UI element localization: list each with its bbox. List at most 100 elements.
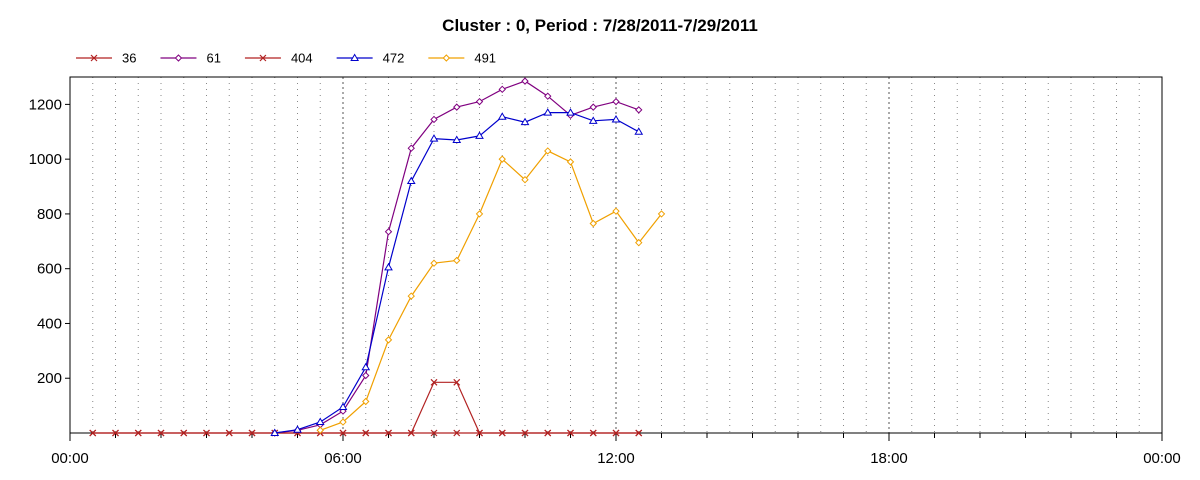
data-point-diamond-marker — [475, 210, 484, 218]
data-point-triangle-marker — [588, 116, 598, 124]
data-point-diamond-marker — [589, 219, 597, 228]
data-point-triangle-marker — [361, 362, 371, 371]
legend-label: 491 — [474, 51, 496, 66]
data-point-x-marker — [180, 429, 188, 437]
data-point-diamond-marker — [612, 97, 620, 106]
data-point-x-marker — [362, 429, 370, 437]
data-point-diamond-marker — [498, 85, 506, 94]
data-point-x-marker — [544, 429, 552, 437]
data-point-diamond-marker — [407, 292, 415, 300]
data-point-x-marker — [567, 429, 574, 437]
series-line — [274, 111, 640, 434]
data-point-x-marker — [385, 429, 392, 437]
data-point-diamond-marker — [384, 228, 393, 236]
data-point-x-marker — [476, 429, 483, 437]
x-tick-label: 06:00 — [324, 450, 362, 467]
x-tick-label: 18:00 — [870, 450, 908, 467]
chart-title: Cluster : 0, Period : 7/28/2011-7/29/201… — [442, 16, 758, 35]
data-point-diamond-marker — [362, 397, 370, 406]
data-point-diamond-marker — [498, 155, 506, 163]
legend: 36 61 404 472 491 — [76, 51, 496, 66]
x-tick-label: 12:00 — [597, 450, 635, 467]
legend-label: 472 — [383, 51, 405, 66]
axes: 00:00 06:00 12:00 18:00 00:00 200 400 600 800 100… — [29, 96, 1181, 467]
data-point-triangle-marker — [634, 127, 644, 135]
data-point-x-marker — [203, 429, 210, 437]
data-point-x-marker — [407, 429, 415, 437]
data-point-diamond-marker — [174, 54, 183, 62]
data-point-triangle-marker — [611, 114, 621, 123]
grid — [92, 77, 1140, 433]
data-point-diamond-marker — [442, 54, 451, 62]
data-point-x-marker — [134, 429, 142, 437]
data-point-x-marker — [453, 429, 461, 437]
legend-label: 61 — [206, 51, 220, 66]
legend-label: 36 — [122, 51, 136, 66]
data-point-diamond-marker — [430, 259, 438, 267]
data-point-x-marker — [612, 429, 620, 437]
data-point-diamond-marker — [612, 207, 620, 215]
data-point-diamond-marker — [453, 256, 461, 265]
data-point-x-marker — [589, 429, 597, 437]
data-point-diamond-marker — [544, 147, 552, 155]
data-point-triangle-marker — [475, 131, 484, 139]
data-point-diamond-marker — [521, 175, 529, 184]
data-point-diamond-marker — [430, 115, 438, 124]
legend-item: 404 — [244, 51, 313, 66]
data-point-diamond-marker — [635, 238, 643, 247]
series-layer — [89, 77, 666, 437]
y-tick-label: 600 — [37, 261, 62, 278]
data-point-triangle-marker — [270, 428, 280, 436]
data-point-diamond-marker — [316, 426, 324, 434]
data-point-triangle-marker — [315, 417, 325, 426]
data-point-diamond-marker — [566, 158, 575, 166]
data-point-triangle-marker — [338, 402, 348, 410]
data-point-x-marker — [259, 54, 267, 62]
x-tick-label: 00:00 — [51, 450, 89, 467]
data-point-x-marker — [635, 429, 643, 437]
y-tick-label: 1200 — [29, 96, 62, 113]
data-point-diamond-marker — [544, 92, 552, 100]
y-tick-label: 800 — [37, 206, 62, 223]
data-point-x-marker — [112, 429, 119, 437]
legend-item: 36 — [76, 51, 136, 66]
legend-label: 404 — [291, 51, 313, 66]
data-point-x-marker — [498, 429, 506, 437]
data-point-triangle-marker — [497, 112, 507, 120]
data-point-diamond-marker — [589, 103, 597, 111]
legend-item: 61 — [160, 51, 221, 66]
data-point-diamond-marker — [475, 97, 484, 106]
y-tick-label: 200 — [37, 370, 62, 387]
data-point-diamond-marker — [657, 210, 666, 218]
y-tick-label: 1000 — [29, 151, 62, 168]
series-472 — [270, 108, 644, 436]
data-point-triangle-marker — [384, 262, 393, 271]
series-404 — [89, 429, 643, 437]
data-point-x-marker — [157, 429, 165, 437]
data-point-diamond-marker — [635, 106, 643, 114]
data-point-x-marker — [430, 429, 438, 437]
data-point-x-marker — [225, 429, 233, 437]
data-point-diamond-marker — [362, 371, 370, 380]
data-point-x-marker — [248, 429, 256, 437]
data-point-triangle-marker — [566, 108, 575, 116]
series-491 — [316, 147, 666, 434]
data-point-triangle-marker — [452, 135, 462, 143]
x-tick-label: 00:00 — [1143, 450, 1181, 467]
data-point-triangle-marker — [429, 134, 439, 142]
legend-item: 491 — [428, 51, 496, 66]
data-point-x-marker — [339, 429, 347, 437]
data-point-x-marker — [521, 429, 529, 437]
data-point-x-marker — [89, 429, 97, 437]
data-point-diamond-marker — [453, 103, 461, 111]
data-point-triangle-marker — [350, 53, 360, 61]
data-point-diamond-marker — [407, 144, 415, 152]
data-point-triangle-marker — [293, 425, 302, 433]
data-point-x-marker — [453, 378, 461, 386]
y-tick-label: 400 — [37, 315, 62, 332]
data-point-diamond-marker — [384, 336, 393, 344]
data-point-triangle-marker — [543, 108, 553, 116]
plot-area — [69, 76, 1163, 434]
legend-item: 472 — [336, 51, 405, 66]
